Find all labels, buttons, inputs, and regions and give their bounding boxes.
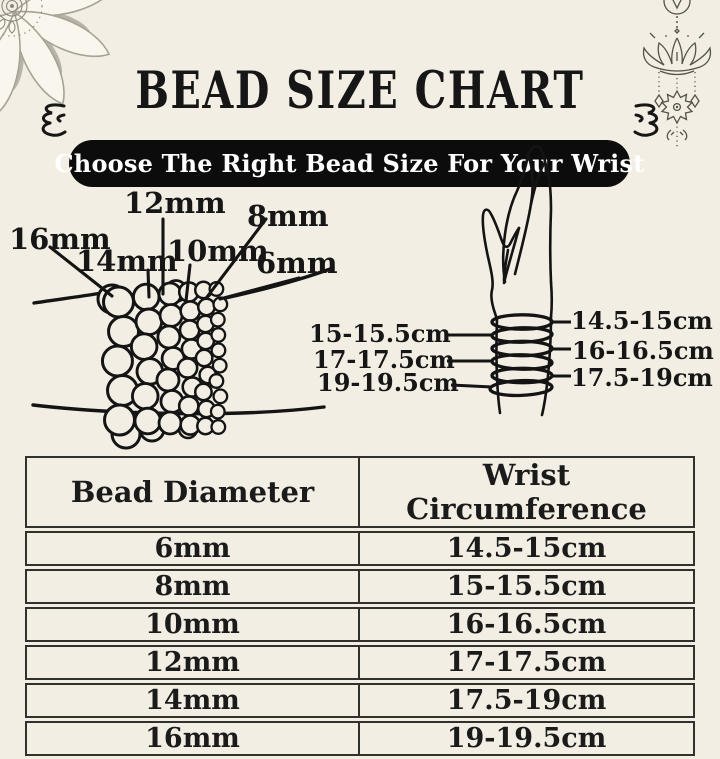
flourish-left-icon	[41, 103, 67, 137]
page-title: BEAD SIZE CHART	[135, 61, 585, 121]
star-flower-icon	[660, 89, 694, 125]
mandala-white-petals	[0, 0, 117, 116]
table-cell: 16-16.5cm	[360, 607, 695, 642]
wrist-size-label-left-1: 15-15.5cm	[309, 319, 451, 348]
table-cell: 15-15.5cm	[360, 569, 695, 604]
table-cell: 16mm	[25, 721, 360, 756]
table-cell: 6mm	[25, 531, 360, 566]
table-row: 10mm 16-16.5cm	[25, 607, 695, 642]
leader-line-16mm	[48, 245, 114, 298]
diamond-icon	[654, 93, 664, 109]
bead-size-label-14mm: 14mm	[76, 244, 178, 278]
mandala-corner-medallion	[0, 0, 43, 37]
moon-circle-icon	[663, 0, 691, 15]
table-cell: 19-19.5cm	[360, 721, 695, 756]
leader-line-8mm	[205, 217, 268, 299]
table-row: 8mm 15-15.5cm	[25, 569, 695, 604]
bead-size-label-6mm: 6mm	[256, 246, 338, 280]
hand-illustration	[446, 144, 571, 417]
table-header-cell: Bead Diameter	[25, 456, 360, 528]
wrist-size-label-right-3: 17.5-19cm	[571, 363, 713, 392]
bead-size-label-10mm: 10mm	[167, 234, 269, 268]
bead-size-label-8mm: 8mm	[247, 199, 329, 233]
lotus-flower-icon	[642, 31, 712, 76]
sprig-icon	[666, 129, 688, 141]
table-row: 6mm 14.5-15cm	[25, 531, 695, 566]
wrist-connector-lines	[446, 320, 571, 389]
leader-line-14mm	[146, 268, 151, 299]
bead-circles	[96, 279, 229, 450]
table-row: 16mm 19-19.5cm	[25, 721, 695, 756]
table-cell: 8mm	[25, 569, 360, 604]
bracelets	[488, 313, 554, 398]
table-cell: 17-17.5cm	[360, 645, 695, 680]
chevron-v-icon	[672, 0, 682, 10]
table-cell: 17.5-19cm	[360, 683, 695, 718]
wrist-size-label-right-2: 16-16.5cm	[572, 336, 714, 365]
bead-size-label-16mm: 16mm	[9, 222, 111, 256]
wrist-size-label-right-1: 14.5-15cm	[571, 306, 713, 335]
table-header-cell: Wrist Circumference	[360, 456, 695, 528]
table-row: 14mm 17.5-19cm	[25, 683, 695, 718]
flourish-right-icon	[633, 103, 659, 137]
table-row: 12mm 17-17.5cm	[25, 645, 695, 680]
wrist-size-label-left-2: 17-17.5cm	[313, 345, 455, 374]
table-cell: 12mm	[25, 645, 360, 680]
lotus-ornament	[642, 0, 712, 148]
wrist-size-label-left-3: 19-19.5cm	[317, 368, 459, 397]
bead-strands-illustration	[31, 217, 335, 450]
hanging-dots	[658, 72, 696, 148]
table-cell: 14mm	[25, 683, 360, 718]
bead-size-label-12mm: 12mm	[124, 186, 226, 220]
table-header-row: Bead Diameter Wrist Circumference	[25, 456, 695, 528]
table-cell: 10mm	[25, 607, 360, 642]
mandala-ornament	[0, 0, 117, 116]
table-cell: 14.5-15cm	[360, 531, 695, 566]
leader-line-6mm	[218, 276, 301, 301]
leader-line-10mm	[184, 263, 192, 303]
diamond-icon	[690, 93, 700, 109]
size-table: Bead Diameter Wrist Circumference 6mm 14…	[25, 453, 695, 759]
